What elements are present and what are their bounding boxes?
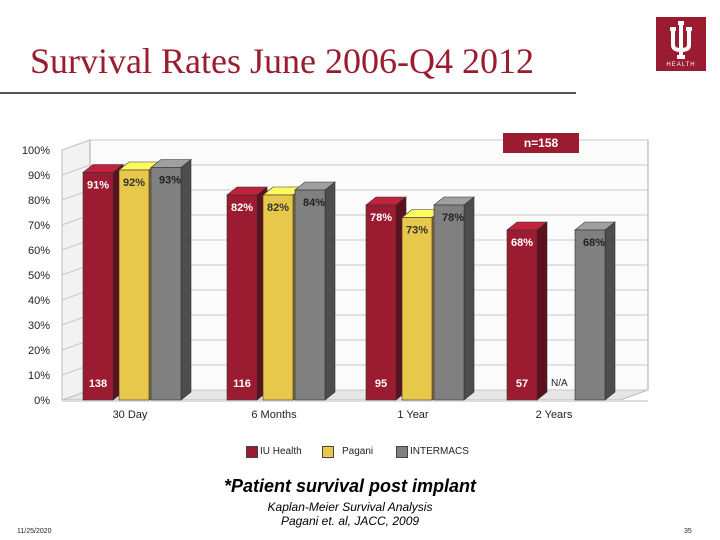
y-tick-label: 90% — [28, 170, 50, 182]
bar-value-label: 68% — [511, 237, 533, 249]
bar-value-label: 68% — [583, 237, 605, 249]
y-tick-label: 30% — [28, 320, 50, 332]
gridline — [61, 164, 648, 176]
legend-label-intermacs: INTERMACS — [410, 446, 469, 457]
y-tick-label: 100% — [22, 145, 50, 157]
bar-intermacs — [433, 204, 465, 401]
x-category-label: 1 Year — [397, 409, 429, 421]
bar-iu-health — [506, 229, 538, 401]
chart-baseline-shadow — [62, 400, 648, 402]
footnote-line-1: Kaplan-Meier Survival Analysis — [267, 500, 433, 514]
y-tick-label: 50% — [28, 270, 50, 282]
bar-value-label: 73% — [406, 225, 428, 237]
legend-swatch-iu-health — [246, 446, 258, 458]
trident-icon — [670, 21, 692, 59]
legend-label-iu-health: IU Health — [260, 446, 302, 457]
slide-date: 11/25/2020 — [17, 528, 52, 535]
bar-intermacs — [294, 189, 326, 401]
legend-label-pagani: Pagani — [342, 446, 374, 457]
y-tick-label: 0% — [34, 395, 50, 407]
bar-side — [324, 181, 336, 401]
y-tick-label: 10% — [28, 370, 50, 382]
bar-value-label: 92% — [123, 177, 145, 189]
bar-pagani — [118, 169, 150, 401]
slide-title: Survival Rates June 2006-Q4 2012 — [30, 41, 534, 81]
bar-value-label: 78% — [442, 212, 464, 224]
footnote-line-2: Pagani et. al, JACC, 2009 — [280, 514, 420, 528]
bar-side — [463, 196, 475, 401]
logo-caption: HEALTH — [666, 62, 696, 68]
bar-iu-health — [226, 194, 258, 401]
bar-intermacs — [150, 167, 182, 401]
bar-iu-health — [365, 204, 397, 401]
page-number: 35 — [684, 528, 692, 535]
x-category-label: 2 Years — [536, 409, 573, 421]
bar-count-label: 57 — [516, 378, 528, 390]
footnote-citation: Kaplan-Meier Survival Analysis Pagani et… — [0, 500, 700, 528]
bar-value-label: 82% — [267, 202, 289, 214]
legend-swatch-pagani — [322, 446, 334, 458]
bar-count-label: 138 — [89, 378, 107, 390]
bar-iu-health — [82, 172, 114, 401]
y-tick-label: 70% — [28, 220, 50, 232]
survival-bar-chart: 0% 10% 20% 30% 40% 50% 60% 70% 80% 90% 100% 91% 138 9… — [22, 139, 649, 421]
footnote-main: *Patient survival post implant — [223, 476, 477, 496]
bar-value-label: 78% — [370, 212, 392, 224]
x-category-label: 30 Day — [113, 409, 148, 421]
x-category-label: 6 Months — [251, 409, 297, 421]
y-tick-label: 60% — [28, 245, 50, 257]
y-tick-label: 20% — [28, 345, 50, 357]
bar-intermacs — [574, 229, 606, 401]
sample-size-box: n=158 — [503, 133, 579, 153]
bar-pagani — [262, 194, 294, 401]
iu-health-logo: HEALTH — [656, 17, 706, 71]
bar-count-label: 116 — [233, 378, 251, 390]
bar-count-label: 95 — [375, 378, 387, 390]
y-tick-label: 40% — [28, 295, 50, 307]
gridline — [61, 139, 648, 151]
bar-na-label: N/A — [551, 378, 568, 389]
bar-value-label: 82% — [231, 202, 253, 214]
bar-value-label: 91% — [87, 180, 109, 192]
legend-swatch-intermacs — [396, 446, 408, 458]
title-divider — [0, 92, 576, 94]
bar-pagani — [401, 217, 433, 401]
bar-side — [604, 221, 616, 401]
bar-side — [180, 158, 192, 401]
bar-side — [536, 221, 548, 401]
y-tick-label: 80% — [28, 195, 50, 207]
bar-value-label: 84% — [303, 197, 325, 209]
bar-value-label: 93% — [159, 175, 181, 187]
